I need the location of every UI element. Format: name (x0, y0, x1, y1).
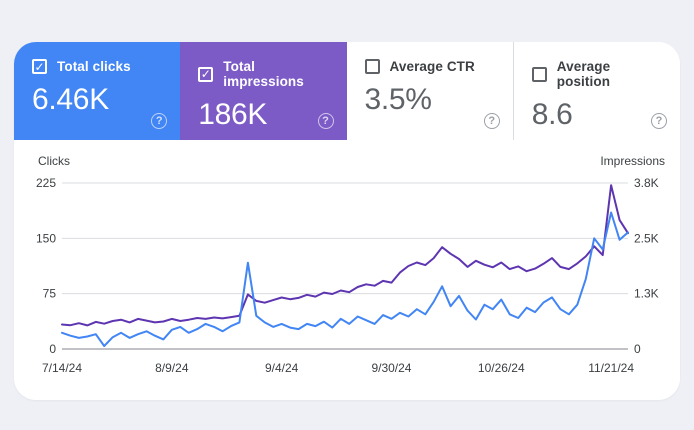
x-axis-tick-label: 8/9/24 (155, 361, 189, 375)
total-impressions-checkbox[interactable]: ✓ (198, 66, 214, 82)
total-impressions-card-header: ✓ Total impressions (198, 59, 332, 89)
help-icon[interactable]: ? (317, 113, 334, 129)
right-axis-tick-label: 2.5K (634, 231, 659, 245)
performance-chart: Clicks Impressions 225 3.8K 150 2.5K 75 1.3K 0… (14, 140, 680, 400)
impressions-line (61, 184, 629, 327)
line-chart: 225 3.8K 150 2.5K 75 1.3K 0 0 7/14/24 8/9/24 9/4/2… (36, 176, 659, 375)
help-icon[interactable]: ? (483, 113, 500, 129)
metric-cards-row: ✓ Total clicks 6.46K ? ✓ Total impressio… (14, 42, 680, 140)
total-clicks-checkbox[interactable]: ✓ (32, 59, 47, 74)
right-axis-title: Impressions (600, 154, 665, 168)
total-clicks-card[interactable]: ✓ Total clicks 6.46K ? (14, 42, 181, 140)
average-position-card-header: Average position (531, 59, 666, 89)
average-position-label: Average position (556, 59, 611, 89)
left-axis-tick-label: 0 (49, 342, 56, 356)
total-clicks-value: 6.46K (32, 83, 109, 116)
x-axis-tick-label: 9/30/24 (371, 361, 411, 375)
average-ctr-value: 3.5% (364, 83, 432, 116)
average-position-value: 8.6 (531, 98, 573, 131)
total-impressions-card[interactable]: ✓ Total impressions 186K ? (180, 42, 347, 140)
left-axis-title: Clicks (38, 154, 70, 168)
x-axis-tick-label: 7/14/24 (42, 361, 82, 375)
right-axis-tick-label: 3.8K (634, 176, 659, 190)
x-axis-tick-label: 9/4/24 (265, 361, 299, 375)
total-impressions-label: Total impressions (223, 59, 304, 89)
total-impressions-value: 186K (198, 98, 268, 131)
average-position-checkbox[interactable] (531, 66, 547, 82)
left-axis-tick-label: 150 (36, 231, 56, 245)
x-axis-tick-label: 11/21/24 (588, 361, 634, 375)
performance-panel: ✓ Total clicks 6.46K ? ✓ Total impressio… (14, 42, 680, 400)
help-icon[interactable]: ? (651, 113, 667, 129)
average-position-card[interactable]: Average position 8.6 ? (512, 42, 680, 140)
left-axis-tick-label: 75 (43, 287, 57, 301)
clicks-line (61, 211, 629, 347)
total-clicks-label: Total clicks (57, 59, 131, 74)
average-ctr-checkbox[interactable] (364, 59, 380, 74)
total-clicks-card-header: ✓ Total clicks (32, 59, 166, 74)
average-ctr-card-header: Average CTR (364, 59, 499, 74)
left-axis-tick-label: 225 (36, 176, 56, 190)
help-icon[interactable]: ? (151, 113, 168, 129)
average-ctr-card[interactable]: Average CTR 3.5% ? (346, 42, 513, 140)
right-axis-tick-label: 1.3K (634, 287, 659, 301)
average-ctr-label: Average CTR (389, 59, 475, 74)
x-axis-tick-label: 10/26/24 (478, 361, 525, 375)
right-axis-tick-label: 0 (634, 342, 641, 356)
